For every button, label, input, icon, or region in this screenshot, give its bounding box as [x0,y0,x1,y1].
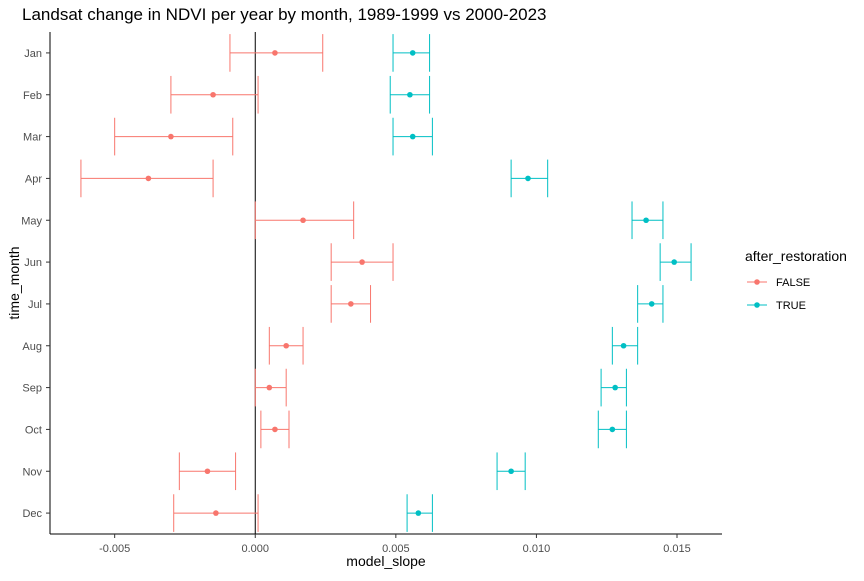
y-axis-ticks: Jan Feb Mar Apr May Jun Jul Aug Sep Oct Nov Dec [21,48,50,520]
data-point [348,301,354,307]
series-false [80,34,394,532]
data-point [671,259,678,265]
y-tick-label: Dec [22,508,42,520]
legend-item-true: TRUE [747,300,806,312]
data-point [415,510,422,516]
x-tick-label: 0.005 [382,543,410,555]
y-tick-label: Sep [22,383,42,395]
data-point [272,50,278,56]
data-point [204,468,211,475]
legend-item-false: FALSE [747,277,810,289]
y-tick-label: Feb [23,90,42,102]
y-tick-label: May [21,215,42,227]
y-tick-label: Oct [25,424,42,436]
data-point [409,133,416,140]
x-tick-label: 0.000 [241,543,269,555]
chart-title: Landsat change in NDVI per year by month… [22,5,547,24]
data-point [300,217,306,224]
series-true [389,34,692,532]
legend-items: FALSE TRUE [747,277,810,312]
data-point [609,426,616,433]
data-point [266,384,273,391]
x-tick-label: 0.010 [523,543,551,555]
x-tick-label: 0.015 [663,543,691,555]
data-point [145,175,152,182]
data-point [525,175,531,182]
y-tick-label: Apr [25,173,42,185]
y-axis-title: time_month [6,246,22,319]
data-point [213,510,219,516]
data-point [620,342,627,349]
data-point [168,133,174,140]
data-point [648,301,655,307]
y-tick-label: Mar [23,132,42,144]
data-point [210,91,216,98]
legend-label: FALSE [776,277,810,289]
y-tick-label: Jul [28,299,42,311]
legend: after_restoration FALSE TRUE [745,248,847,312]
data-point [409,50,416,56]
plot-area [80,32,692,534]
y-tick-label: Jan [24,48,42,60]
legend-title: after_restoration [745,248,847,264]
y-tick-label: Aug [22,341,42,353]
legend-key-point [754,302,760,308]
data-point [407,91,413,98]
legend-key-point [754,279,760,285]
data-point [359,259,365,265]
x-axis-title: model_slope [346,553,426,569]
y-tick-label: Nov [22,466,42,478]
data-point [612,384,618,391]
data-point [283,342,289,349]
data-point [508,468,514,475]
data-point [643,217,649,224]
x-tick-label: -0.005 [99,543,130,555]
x-axis-ticks: -0.005 0.000 0.005 0.010 0.015 [99,534,691,555]
y-tick-label: Jun [24,257,42,269]
data-point [272,426,278,433]
legend-label: TRUE [776,300,806,312]
